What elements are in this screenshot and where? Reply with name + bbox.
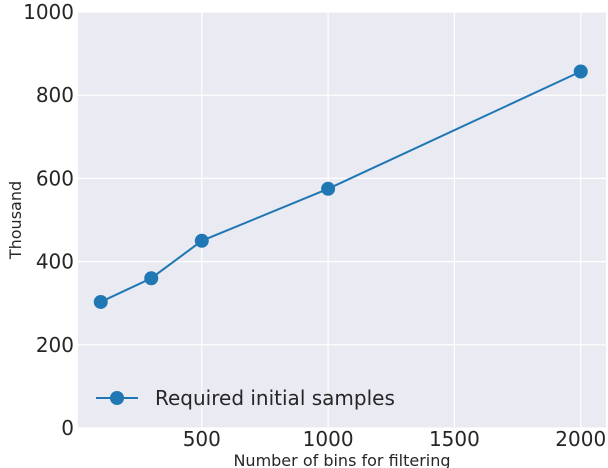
y-tick-label: 0	[61, 416, 74, 440]
plot-background	[78, 12, 606, 428]
x-tick-label: 2000	[555, 427, 606, 451]
y-tick-label: 600	[36, 166, 74, 190]
y-tick-labels: 0 200 400 600 800 1000	[23, 0, 74, 440]
x-tick-label: 1000	[303, 427, 354, 451]
y-tick-label: 1000	[23, 0, 74, 24]
x-tick-label: 1500	[429, 427, 480, 451]
y-tick-label: 800	[36, 83, 74, 107]
legend-marker	[110, 391, 124, 405]
x-tick-labels: 500 1000 1500 2000	[183, 427, 606, 451]
legend-label: Required initial samples	[155, 386, 395, 410]
data-point	[321, 181, 336, 196]
data-point	[144, 271, 159, 286]
data-point	[194, 233, 209, 248]
y-axis-label: Thousand	[6, 181, 25, 260]
x-axis-label: Number of bins for filtering	[233, 451, 450, 468]
series-group	[93, 64, 588, 309]
data-point	[93, 294, 108, 309]
grid-lines	[78, 11, 606, 429]
data-point	[573, 64, 588, 79]
y-tick-label: 200	[36, 333, 74, 357]
y-tick-label: 400	[36, 250, 74, 274]
legend: Required initial samples	[96, 386, 395, 410]
x-tick-label: 500	[183, 427, 221, 451]
